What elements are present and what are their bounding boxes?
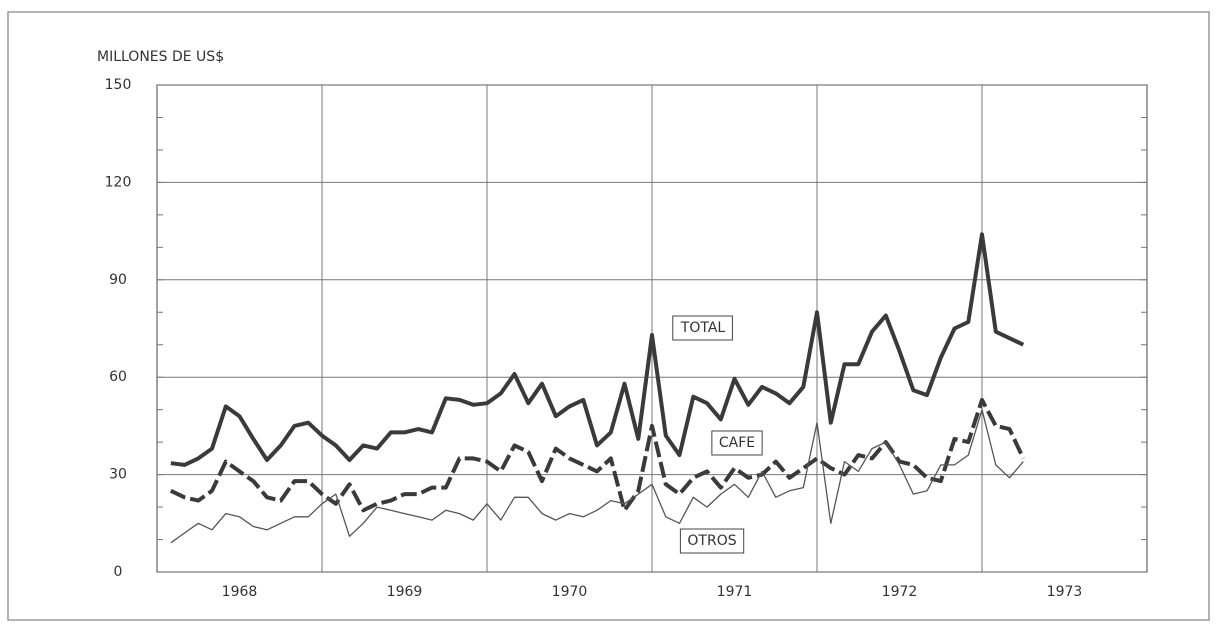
series-line <box>170 232 1025 467</box>
y-tick-label: 0 <box>114 564 123 580</box>
y-tick-label: 150 <box>105 77 132 93</box>
y-tick-label: 60 <box>109 369 127 385</box>
y-tick-label: 120 <box>105 174 132 190</box>
frame <box>7 11 1210 621</box>
y-tick-label: 90 <box>109 272 127 288</box>
y-axis-label: MILLONES DE US$ <box>97 49 224 65</box>
x-tick-label: 1969 <box>387 584 423 600</box>
x-tick-label: 1968 <box>222 584 258 600</box>
x-tick-label: 1970 <box>552 584 588 600</box>
y-tick-label: 30 <box>109 467 127 483</box>
x-tick-label: 1971 <box>717 584 753 600</box>
series-label: TOTAL <box>680 320 726 336</box>
series-label: OTROS <box>687 533 736 549</box>
series-label-box <box>672 315 733 341</box>
x-tick-label: 1972 <box>882 584 918 600</box>
x-tick-label: 1973 <box>1047 584 1083 600</box>
series-label-box <box>679 528 745 554</box>
series-label: CAFE <box>719 435 755 451</box>
series-line <box>170 409 1024 544</box>
series-label-box <box>711 430 763 456</box>
series-line <box>169 397 1026 513</box>
